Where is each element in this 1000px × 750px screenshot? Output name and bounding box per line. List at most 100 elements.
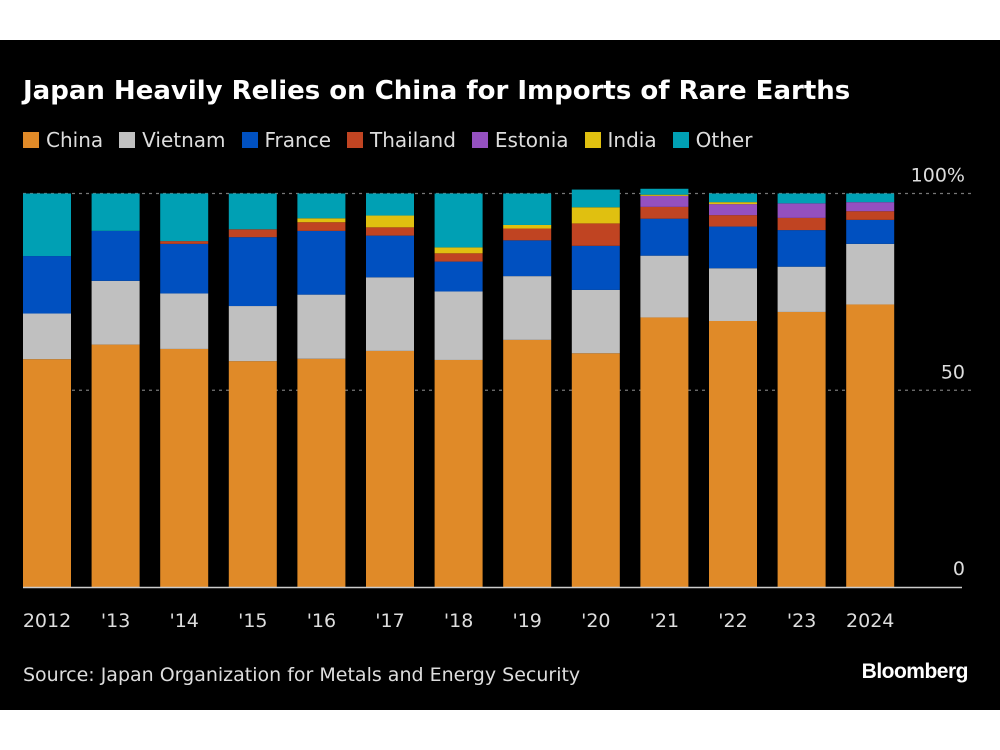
bar-segment-vietnam (709, 268, 757, 321)
legend-item-france: France (241, 128, 332, 152)
bar-segment-china (160, 348, 209, 587)
bar-segment-india (366, 215, 414, 228)
bar-segment-vietnam (640, 255, 689, 318)
x-tick-label: '22 (718, 610, 747, 632)
x-tick-label: 2012 (23, 610, 71, 632)
bar-segment-vietnam (571, 289, 620, 354)
x-tick-label: '17 (375, 610, 404, 632)
legend-item-china: China (23, 128, 103, 152)
bar-segment-china (434, 359, 483, 587)
x-tick-label: '21 (650, 610, 679, 632)
bar-segment-china (503, 339, 552, 587)
bar-segment-china (777, 311, 826, 587)
bar-segment-vietnam (228, 306, 277, 362)
x-tick-label: '16 (307, 610, 336, 632)
bar-segment-other (503, 193, 552, 225)
x-tick-label: '13 (101, 610, 130, 632)
y-tick-label: 50 (941, 361, 965, 383)
bar-segment-france (160, 243, 209, 294)
bar-segment-thailand (503, 228, 552, 241)
bar-segment-thailand (709, 215, 757, 227)
chart-title: Japan Heavily Relies on China for Import… (23, 76, 851, 106)
x-tick-label: '14 (169, 610, 198, 632)
bar-segment-india (571, 207, 620, 224)
bar-segment-france (297, 230, 346, 295)
bar-segment-vietnam (366, 277, 414, 351)
legend-label: Thailand (370, 128, 456, 152)
bar-segment-thailand (366, 227, 414, 236)
bar-segment-estonia (640, 195, 689, 207)
bar-segment-other (91, 193, 140, 231)
bar-segment-other (640, 188, 689, 195)
legend-swatch (584, 132, 601, 148)
bar-segment-france (91, 230, 140, 281)
legend-label: France (264, 128, 332, 152)
stacked-bar-chart: 0 50 100% 2012 '13 '14 '15 '16 '17 '18 '19 '20 '21 '2… (23, 165, 975, 632)
bar-segment-france (23, 256, 71, 314)
bar-segment-france (640, 218, 689, 256)
bar-segment-other (160, 193, 209, 242)
bar-segment-france (434, 261, 483, 292)
bar-segment-other (777, 193, 826, 204)
x-tick-label: '19 (512, 610, 541, 632)
bar-segment-other (571, 189, 620, 208)
bar-segment-india (434, 247, 483, 254)
legend-item-thailand: Thailand (347, 128, 456, 152)
bar-segment-china (846, 304, 895, 587)
legend-item-other: Other (672, 128, 753, 152)
y-tick-label: 100% (911, 165, 965, 187)
bar-segment-france (366, 235, 414, 278)
bar-segment-france (709, 226, 757, 269)
bar-segment-china (640, 317, 689, 587)
legend-swatch (119, 132, 136, 148)
legend-swatch (471, 132, 488, 148)
legend-item-estonia: Estonia (471, 128, 569, 152)
x-tick-label: '18 (444, 610, 473, 632)
bar-segment-other (434, 193, 483, 248)
bar-segment-other (23, 193, 71, 257)
x-tick-label: 2024 (846, 610, 894, 632)
bar-segment-france (777, 230, 826, 267)
bar-segment-india (640, 194, 689, 196)
chart-panel: Japan Heavily Relies on China for Import… (0, 40, 1000, 710)
bar-segment-vietnam (160, 293, 209, 349)
y-tick-label: 0 (953, 558, 965, 580)
legend-swatch (23, 132, 39, 148)
legend-item-india: India (584, 128, 657, 152)
bar-segment-china (709, 320, 757, 587)
x-tick-label: '20 (581, 610, 610, 632)
bar-segment-china (23, 359, 71, 587)
legend-label: India (607, 128, 657, 152)
bar-segment-france (228, 237, 277, 307)
bar-segment-thailand (571, 223, 620, 246)
bar-segment-china (366, 350, 414, 587)
bar-segment-india (503, 224, 552, 229)
bar-segment-thailand (297, 222, 346, 231)
bloomberg-logo: Bloomberg (861, 660, 969, 683)
legend-label: Other (695, 128, 753, 152)
bar-segment-other (297, 193, 346, 219)
bar-segment-china (297, 358, 346, 587)
bar-segment-france (846, 219, 895, 244)
bar-segment-thailand (846, 211, 895, 220)
legend-swatch (672, 132, 689, 148)
bar-segment-india (709, 202, 757, 205)
legend-swatch (347, 132, 364, 148)
bar-segment-vietnam (777, 266, 826, 312)
legend-swatch (241, 132, 258, 148)
bar-segment-vietnam (23, 313, 71, 360)
bar-segment-france (571, 245, 620, 290)
bar-segment-india (297, 218, 346, 223)
source-note: Source: Japan Organization for Metals an… (23, 664, 581, 686)
bar-segment-china (228, 361, 277, 587)
bar-segment-thailand (434, 253, 483, 262)
bar-segment-estonia (777, 203, 826, 218)
bar-segment-other (846, 193, 895, 203)
bar-segment-estonia (709, 204, 757, 216)
legend-label: Estonia (494, 128, 569, 152)
bar-segment-thailand (228, 229, 277, 238)
bar-segment-france (503, 240, 552, 277)
bar-segment-other (709, 193, 757, 203)
bar-segment-other (228, 193, 277, 230)
bar-segment-vietnam (91, 280, 140, 345)
